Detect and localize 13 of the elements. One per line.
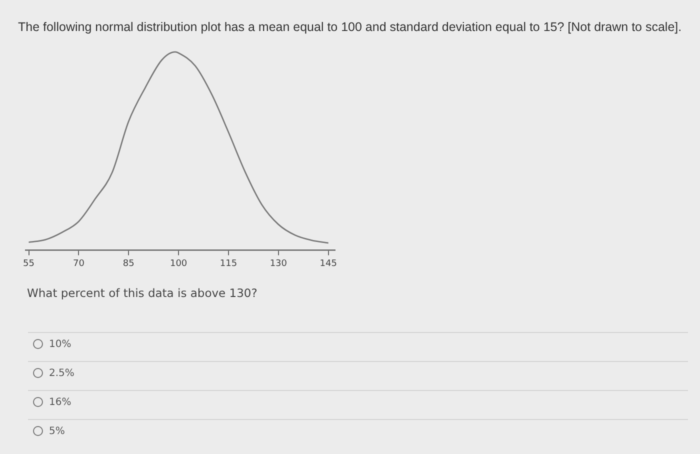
x-tick-label: 100 [170, 258, 188, 269]
x-tick-label: 130 [270, 258, 288, 269]
x-tick-label: 145 [320, 258, 337, 269]
x-tick-label: 115 [220, 258, 238, 269]
chart-title: The following normal distribution plot has a mean equal to 100 and standard deviation equal to 15? [Not drawn to scale]. [18, 20, 682, 34]
x-tick-label: 70 [72, 258, 85, 269]
text: 5% [49, 426, 65, 437]
text: 10% [49, 339, 72, 350]
text: 2.5% [49, 368, 74, 379]
text: 16% [49, 397, 72, 408]
text: What percent of this data is above 130? [27, 286, 258, 300]
x-tick-label: 85 [122, 258, 134, 269]
x-tick-label: 55 [23, 258, 34, 269]
